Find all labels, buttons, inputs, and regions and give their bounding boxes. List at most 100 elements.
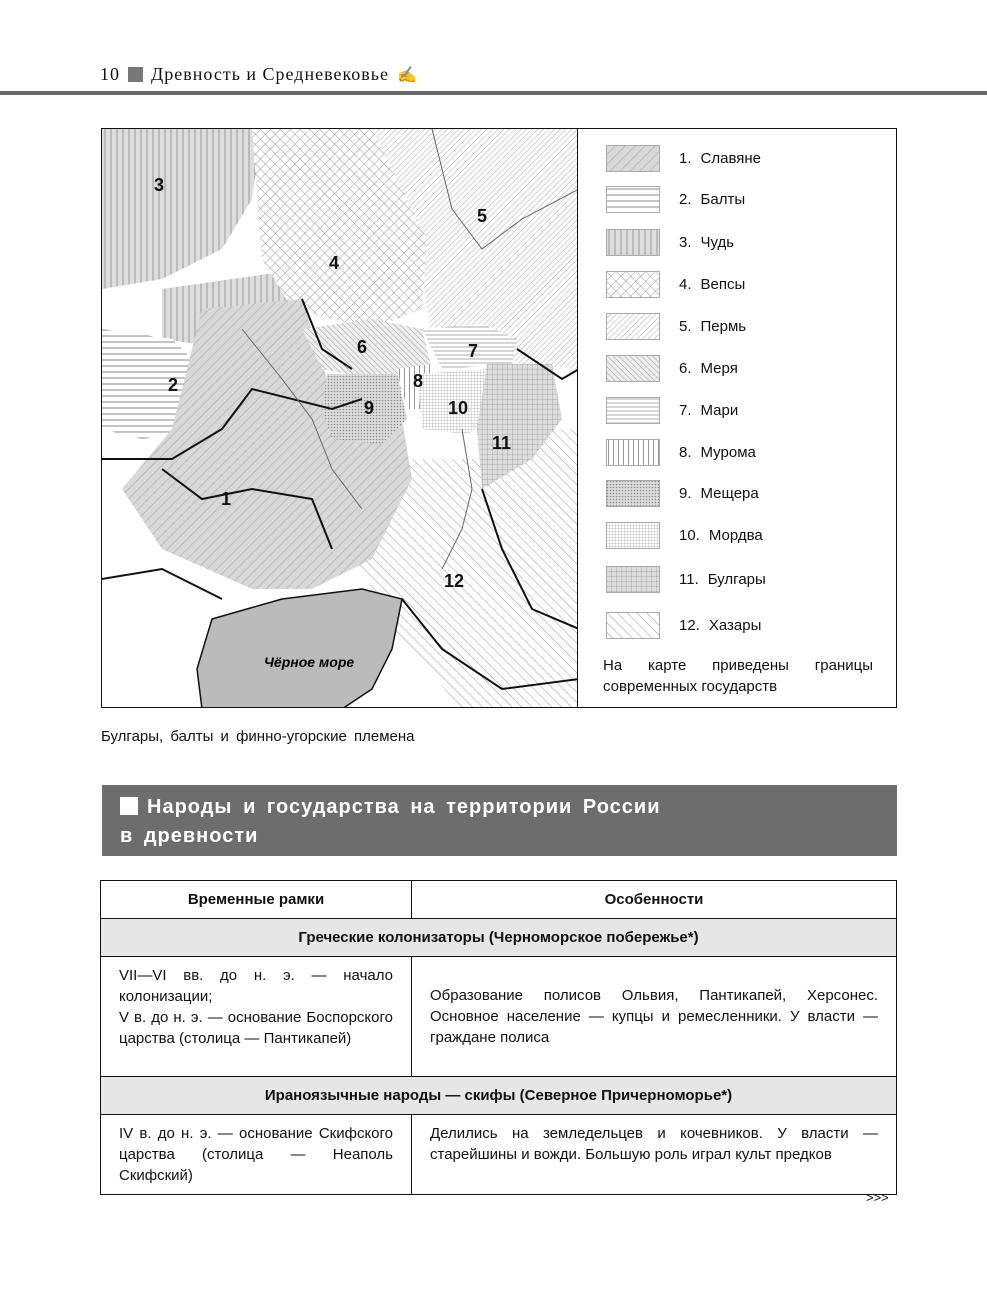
group-row: Ираноязычные народы — скифы (Северное Пр…	[100, 1076, 897, 1115]
legend-number: 4.	[679, 276, 692, 293]
legend-swatch-back-diagonal	[606, 355, 660, 382]
section-name: Древность и Средневековье	[151, 64, 389, 84]
running-header: 10 Древность и Средневековье ✍	[100, 64, 418, 85]
period-cell: VII—VI вв. до н. э. — начало колонизации…	[100, 956, 412, 1077]
region-label: 1	[221, 489, 231, 509]
legend-swatch-dots	[606, 480, 660, 507]
section-title-line2: в древности	[120, 825, 259, 847]
legend-item: 1. Славяне	[606, 145, 761, 172]
period-line: IV в. до н. э. — основание Скифского цар…	[119, 1125, 393, 1184]
legend-number: 1.	[679, 150, 692, 167]
legend-item: 5. Пермь	[606, 313, 746, 340]
legend-swatch-back-diagonal-wide	[606, 612, 660, 639]
legend-item: 8. Мурома	[606, 439, 756, 466]
note-line: современных государств	[603, 678, 778, 695]
legend-item: 11. Булгары	[606, 566, 766, 593]
legend-item: 2. Балты	[606, 186, 745, 213]
table-header-row: Временные рамки Особенности	[100, 880, 897, 919]
table-row: IV в. до н. э. — основание Скифского цар…	[100, 1114, 897, 1195]
legend-item: 9. Мещера	[606, 480, 759, 507]
continued-mark: >>>	[866, 1190, 889, 1205]
legend-number: 3.	[679, 234, 692, 251]
legend-number: 8.	[679, 444, 692, 461]
region-label: 11	[492, 433, 511, 453]
legend-label: Вепсы	[700, 276, 746, 293]
legend-number: 10.	[679, 527, 700, 544]
legend-label: Мещера	[700, 485, 759, 502]
region-label: 2	[168, 375, 178, 395]
period-line: VII—VI вв. до н. э. — начало колонизации…	[119, 967, 393, 1005]
region-label: 3	[154, 175, 164, 195]
section-title-line1: Народы и государства на территории Росси…	[147, 796, 661, 818]
legend-label: Мордва	[708, 527, 763, 544]
legend-item: 6. Меря	[606, 355, 738, 382]
sea-label: Чёрное море	[264, 654, 354, 670]
column-header: Временные рамки	[100, 880, 412, 919]
region-label: 6	[357, 337, 367, 357]
legend-label: Мурома	[700, 444, 756, 461]
legend-swatch-diagonal-gray	[606, 145, 660, 172]
region-3	[102, 129, 262, 289]
region-4	[252, 129, 427, 329]
region-label: 7	[468, 341, 478, 361]
legend-item: 7. Мари	[606, 397, 738, 424]
region-9	[322, 374, 407, 444]
legend-label: Пермь	[700, 318, 747, 335]
legend-item: 12. Хазары	[606, 612, 761, 639]
square-bullet-icon	[120, 797, 138, 815]
legend-swatch-grid-fine	[606, 522, 660, 549]
legend-note: На карте приведены границы современных го…	[603, 655, 873, 697]
legend-number: 5.	[679, 318, 692, 335]
period-cell: IV в. до н. э. — основание Скифского цар…	[100, 1114, 412, 1195]
legend-label: Славяне	[700, 150, 761, 167]
page-number: 10	[100, 64, 120, 84]
group-title: Греческие колонизаторы (Черноморское поб…	[100, 918, 897, 957]
legend-swatch-grid	[606, 566, 660, 593]
legend-number: 2.	[679, 191, 692, 208]
legend-item: 4. Вепсы	[606, 271, 745, 298]
region-label: 9	[364, 398, 374, 418]
region-12	[352, 429, 577, 707]
legend-swatch-horizontal-fine	[606, 397, 660, 424]
group-title: Ираноязычные народы — скифы (Северное Пр…	[100, 1076, 897, 1115]
region-7	[422, 324, 517, 369]
legend-swatch-vertical	[606, 439, 660, 466]
candle-hand-icon: ✍	[397, 66, 418, 84]
legend-label: Чудь	[700, 234, 735, 251]
map-caption: Булгары, балты и финно-угорские племена	[101, 728, 415, 745]
black-sea	[196, 588, 403, 707]
group-row: Греческие колонизаторы (Черноморское поб…	[100, 918, 897, 957]
legend-label: Булгары	[707, 571, 766, 588]
legend-label: Мари	[700, 402, 739, 419]
legend-number: 9.	[679, 485, 692, 502]
section-banner: Народы и государства на территории Росси…	[102, 785, 897, 856]
header-rule	[0, 91, 987, 95]
map-legend: 1. Славяне 2. Балты 3. Чудь 4. Вепсы 5. Пермь 6. Ме…	[578, 128, 897, 708]
note-line: На карте приведены границы	[603, 657, 873, 674]
legend-number: 11.	[679, 571, 699, 588]
legend-swatch-vertical-gray	[606, 229, 660, 256]
region-10	[417, 369, 492, 434]
region-label: 5	[477, 206, 487, 226]
square-bullet-icon	[128, 67, 143, 82]
region-11	[477, 364, 562, 489]
region-5	[362, 129, 577, 369]
period-line: V в. до н. э. — основание Боспорского ца…	[119, 1009, 393, 1047]
table-row: VII—VI вв. до н. э. — начало колонизации…	[100, 956, 897, 1077]
map: 3 2 1 4 5 6 7 8 9 10 11 12 Чёрное море	[101, 128, 578, 708]
region-1	[122, 299, 412, 589]
legend-swatch-horizontal	[606, 186, 660, 213]
region-label: 8	[413, 371, 423, 391]
features-cell: Образование полисов Ольвия, Пантикапей, …	[411, 956, 897, 1077]
column-header: Особенности	[411, 880, 897, 919]
legend-number: 6.	[679, 360, 692, 377]
features-cell: Делились на земледельцев и кочевников. У…	[411, 1114, 897, 1195]
legend-label: Хазары	[708, 617, 762, 634]
legend-swatch-diagonal-fine	[606, 313, 660, 340]
legend-number: 12.	[679, 617, 700, 634]
legend-item: 10. Мордва	[606, 522, 763, 549]
legend-label: Меря	[700, 360, 738, 377]
legend-label: Балты	[700, 191, 746, 208]
region-label: 10	[448, 398, 468, 418]
peoples-table: Временные рамки Особенности Греческие ко…	[100, 880, 897, 1195]
